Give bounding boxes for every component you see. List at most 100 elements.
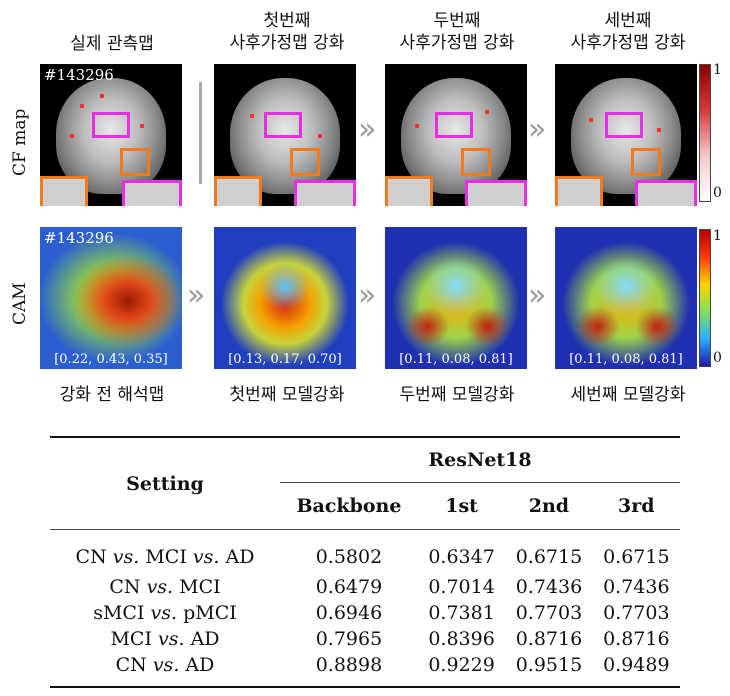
cam-probabilities: [0.11, 0.08, 0.81] [399,352,513,367]
results-table: Setting ResNet18 Backbone 1st 2nd 3rd CN… [50,436,680,688]
subject-id: #143296 [44,66,114,84]
setting-term: AD [190,628,220,650]
column-header-line: 실제 관측맵 [70,34,154,54]
value-cell: 0.7436 [603,576,670,598]
setting-term: MCI [145,546,187,568]
setting-term: CN [109,576,141,598]
column-header: 1st [445,495,478,517]
table-row: CN vs. AD 0.8898 0.9229 0.9515 0.9489 [50,652,680,687]
column-header-line: 사후가정맵 강화 [399,33,515,53]
roi-box-orange [120,148,150,176]
setting-term: CN [115,654,147,676]
cf-panel-first [214,64,356,206]
roi-box-orange [461,148,491,176]
cam-panel-observed: #143296 [0.22, 0.43, 0.35] [40,227,182,369]
cf-panel-second [385,64,527,206]
setting-term: MCI [110,628,152,650]
arrow-icon: » [358,278,377,313]
value-cell: 0.7381 [428,602,495,624]
cam-colorbar [699,229,711,367]
cf-colorbar [699,64,711,202]
cam-panel-second: [0.11, 0.08, 0.81] [385,227,527,369]
setting-term: sMCI [93,602,145,624]
column-header: 2nd [528,495,570,517]
inset-magenta [635,180,697,206]
cam-probabilities: [0.13, 0.17, 0.70] [228,352,342,367]
cam-probabilities: [0.22, 0.43, 0.35] [54,352,168,367]
column-header-first: 첫번째 사후가정맵 강화 [202,10,372,54]
cf-highlight [318,134,322,138]
cf-highlight [415,124,419,128]
footer-label-second: 두번째 모델강화 [399,385,515,405]
setting-cell: CN vs. AD [50,652,280,687]
subject-id: #143296 [44,229,114,247]
value-cell: 0.6479 [315,576,383,598]
arrow-icon: » [528,278,547,313]
column-header: 3rd [618,495,655,517]
value-cell: 0.5802 [315,546,383,568]
setting-cell: sMCI vs. pMCI [50,600,280,626]
separator-line [199,82,202,184]
vs-term: vs. [112,546,140,568]
inset-magenta [465,180,527,206]
setting-term: AD [185,654,215,676]
column-header: Backbone [296,495,402,517]
roi-box-magenta [264,112,302,138]
inset-magenta [122,180,182,206]
value-cell: 0.6347 [428,546,495,568]
cf-highlight [589,118,593,122]
table-header-row: Setting ResNet18 [50,437,680,495]
footer-label-first: 첫번째 모델강화 [229,385,345,405]
cf-highlight [70,134,74,138]
setting-term: AD [225,546,255,568]
row-label-cf-map: CF map [10,108,30,176]
cf-highlight [140,124,144,128]
footer-label-third: 세번째 모델강화 [570,385,686,405]
setting-term: pMCI [183,602,237,624]
roi-box-magenta [435,112,473,138]
column-header-line: 세번째 [604,11,652,31]
column-header-third: 세번째 사후가정맵 강화 [543,10,713,54]
cf-panel-third [555,64,697,206]
footer-label-before: 강화 전 해석맵 [59,385,165,405]
column-header-line: 첫번째 [263,11,311,31]
column-header-line: 사후가정맵 강화 [229,33,345,53]
column-header-line: 두번째 [433,11,481,31]
inset-orange [555,176,603,206]
value-cell: 0.6946 [315,602,383,624]
inset-magenta [294,180,356,206]
table-row: CN vs. MCI 0.6479 0.7014 0.7436 0.7436 [50,574,680,600]
value-cell: 0.8716 [603,628,670,650]
row-label-cam: CAM [10,282,30,325]
arrow-icon: » [187,278,206,313]
value-cell: 0.9515 [515,654,583,676]
arrow-icon: » [528,112,547,147]
inset-orange [214,176,262,206]
cam-panel-first: [0.13, 0.17, 0.70] [214,227,356,369]
value-cell: 0.7703 [515,602,583,624]
cf-highlight [80,104,84,108]
inset-orange [385,176,433,206]
cf-colorbar-max: 1 [713,62,722,78]
cf-highlight [657,128,661,132]
inset-orange [40,176,88,206]
setting-header: Setting [126,472,204,495]
setting-term: MCI [179,576,221,598]
roi-box-magenta [605,112,643,138]
table-row: sMCI vs. pMCI 0.6946 0.7381 0.7703 0.770… [50,600,680,626]
column-header-line: 사후가정맵 강화 [570,33,686,53]
vs-term: vs. [150,602,178,624]
value-cell: 0.7703 [603,602,670,624]
setting-cell: MCI vs. AD [50,626,280,652]
roi-box-magenta [92,112,130,138]
roi-box-orange [631,148,661,176]
cf-highlight [100,94,104,98]
group-header: ResNet18 [280,437,680,483]
vs-term: vs. [192,546,220,568]
arrow-icon: » [358,112,377,147]
value-cell: 0.8716 [515,628,583,650]
value-cell: 0.7436 [515,576,583,598]
cf-highlight [250,114,254,118]
cam-colorbar-max: 1 [713,228,722,244]
cam-probabilities: [0.11, 0.08, 0.81] [569,352,683,367]
